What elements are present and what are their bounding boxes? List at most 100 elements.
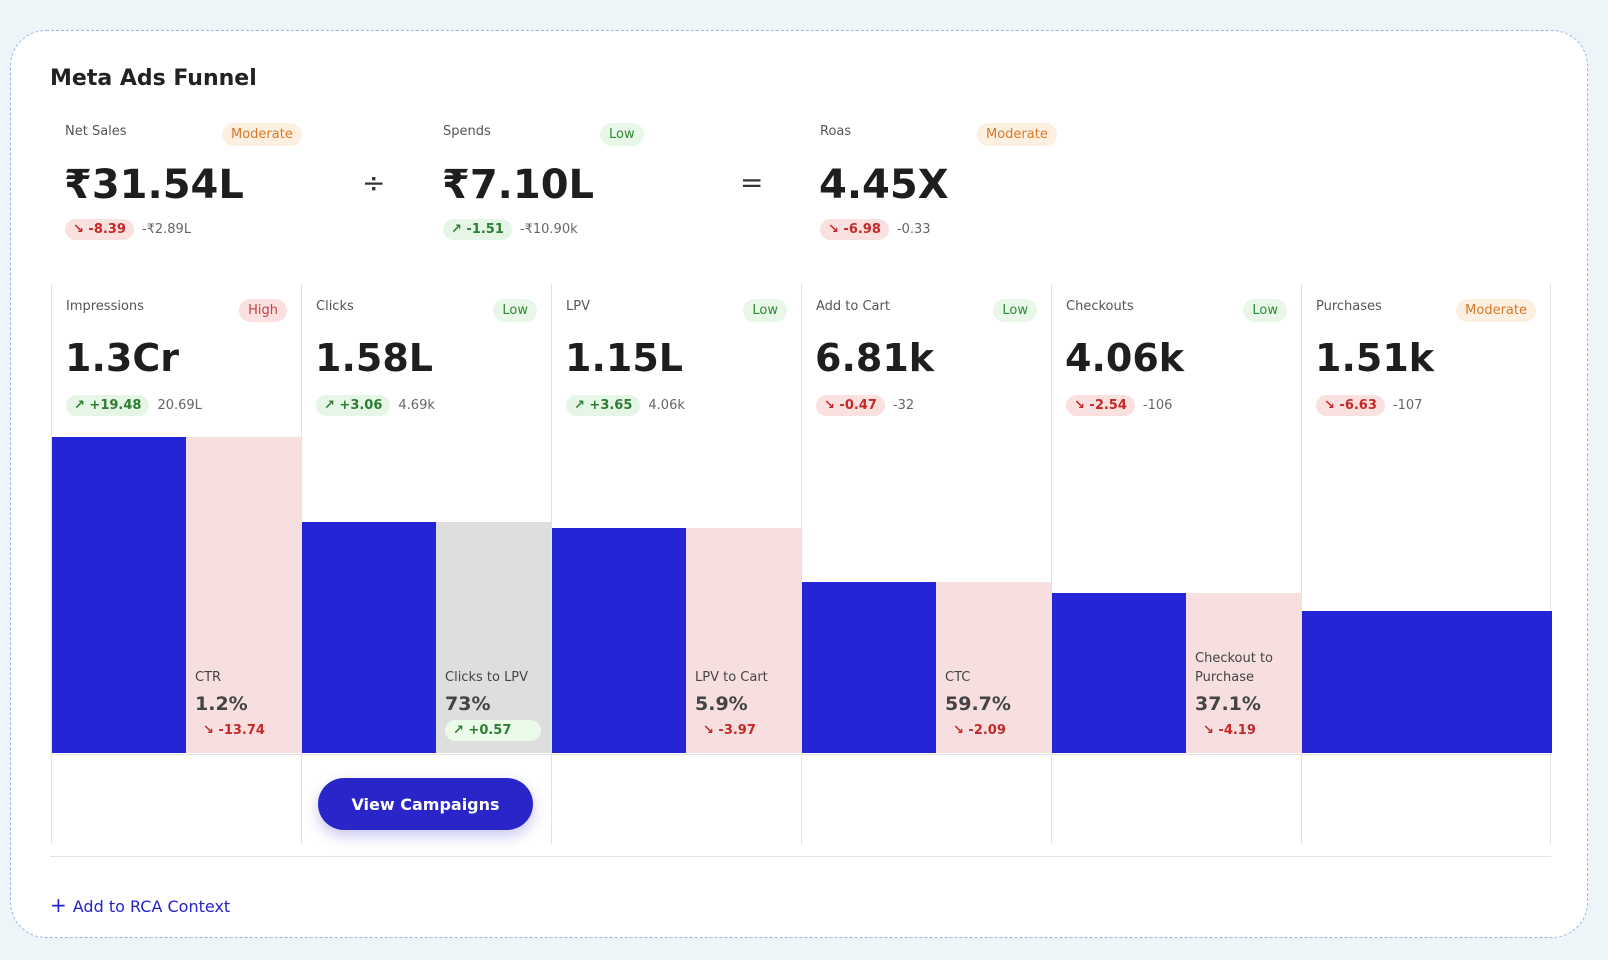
delta: 20.69L	[157, 398, 202, 413]
trend-icon: ↘	[953, 723, 969, 738]
status-badge: Low	[993, 299, 1037, 322]
ratio-label: LPV to Cart	[695, 670, 768, 685]
trend-icon: ↗	[451, 222, 467, 237]
funnel-column: Add to Cart Low 6.81k ↘ -0.47 -32 CTC 59.7% ↘ -…	[801, 284, 1051, 844]
change-value: -13.74	[218, 723, 265, 738]
operator: ÷	[362, 166, 386, 199]
change-row: ↗ +3.06 4.69k	[316, 394, 435, 416]
trend-icon: ↗	[74, 398, 90, 413]
change-chip: ↘ -0.47	[816, 395, 885, 416]
change-row: ↘ -6.63 -107	[1316, 394, 1422, 416]
change-value: -8.39	[88, 222, 126, 237]
ratio-value: 73%	[445, 693, 491, 715]
change-value: -3.97	[718, 723, 756, 738]
add-context[interactable]: + Add to RCA Context	[50, 893, 231, 917]
change-value: -2.09	[968, 723, 1006, 738]
metric-label: Spends	[443, 124, 491, 139]
funnel-column: Impressions High 1.3Cr ↗ +19.48 20.69L CTR 1.2…	[51, 284, 301, 844]
status-badge: Moderate	[977, 123, 1057, 146]
ratio-label: CTR	[195, 670, 222, 685]
bar-baseline	[1052, 754, 1301, 755]
ratio-text: CTC 59.7% ↘ -2.09	[945, 668, 1045, 741]
change-row: ↘ -8.39 -₹2.89L	[65, 218, 191, 240]
change-chip: ↘ -6.98	[820, 219, 889, 240]
ratio-label: Checkout to Purchase	[1195, 651, 1273, 685]
stage-label: Add to Cart	[816, 299, 890, 314]
change-chip: ↗ +19.48	[66, 395, 150, 416]
bar-baseline	[302, 754, 551, 755]
card-title: Meta Ads Funnel	[50, 66, 257, 91]
trend-icon: ↘	[73, 222, 89, 237]
delta: -0.33	[896, 222, 931, 237]
trend-icon: ↘	[203, 723, 219, 738]
view-campaigns-button[interactable]: View Campaigns	[318, 778, 533, 830]
change-chip: ↘ -4.19	[1195, 720, 1264, 741]
divider	[50, 856, 1551, 857]
ratio-text: CTR 1.2% ↘ -13.74	[195, 668, 295, 741]
ratio-value: 59.7%	[945, 693, 1011, 715]
bar-baseline	[802, 754, 1051, 755]
change-value: +3.06	[339, 398, 383, 413]
change-row: ↘ -2.54 -106	[1066, 394, 1172, 416]
status-badge: Low	[600, 123, 644, 146]
delta: 4.69k	[398, 398, 435, 413]
stage-label: Purchases	[1316, 299, 1382, 314]
ratio-text: Clicks to LPV 73% ↗ +0.57	[445, 668, 545, 741]
change-chip: ↘ -8.39	[65, 219, 134, 240]
change-value: -6.63	[1339, 398, 1377, 413]
delta: -32	[892, 398, 915, 413]
trend-icon: ↗	[574, 398, 590, 413]
stage-bar	[1302, 611, 1552, 753]
stage-bar	[52, 437, 186, 753]
delta: -₹10.90k	[519, 222, 578, 237]
status-badge: High	[239, 299, 287, 322]
status-badge: Low	[493, 299, 537, 322]
stage-label: Checkouts	[1066, 299, 1134, 314]
funnel-column: LPV Low 1.15L ↗ +3.65 4.06k LPV to Cart 5.9% ↘ …	[551, 284, 801, 844]
ratio-value: 5.9%	[695, 693, 748, 715]
change-chip: ↘ -3.97	[695, 720, 764, 741]
change-value: -1.51	[466, 222, 504, 237]
change-chip: ↗ +0.57	[445, 720, 541, 741]
change-row: ↗ +19.48 20.69L	[66, 394, 202, 416]
delta: 4.06k	[648, 398, 685, 413]
metric-label: Net Sales	[65, 124, 127, 139]
stage-bar	[552, 528, 686, 753]
ratio-value: 1.2%	[195, 693, 248, 715]
status-badge: Moderate	[1456, 299, 1536, 322]
bar-baseline	[52, 754, 301, 755]
stage-label: Impressions	[66, 299, 144, 314]
funnel-column: Purchases Moderate 1.51k ↘ -6.63 -107	[1301, 284, 1552, 844]
stage-value: 1.3Cr	[65, 336, 179, 380]
stage-value: 1.15L	[565, 336, 683, 380]
ratio-panel: CTC 59.7% ↘ -2.09	[936, 582, 1051, 753]
change-value: -6.98	[843, 222, 881, 237]
stage-value: 6.81k	[815, 336, 935, 380]
ratio-panel: Clicks to LPV 73% ↗ +0.57	[436, 522, 551, 753]
metric-value: ₹31.54L	[64, 162, 244, 208]
delta: -106	[1142, 398, 1173, 413]
metric-label: Roas	[820, 124, 852, 139]
status-badge: Low	[743, 299, 787, 322]
change-value: -2.54	[1089, 398, 1127, 413]
ratio-value: 37.1%	[1195, 693, 1261, 715]
funnel-column: Clicks Low 1.58L ↗ +3.06 4.69k Clicks to LPV 7…	[301, 284, 551, 844]
bar-baseline	[1302, 754, 1550, 755]
ratio-panel: LPV to Cart 5.9% ↘ -3.97	[686, 528, 801, 753]
ratio-text: Checkout to Purchase 37.1% ↘ -4.19	[1195, 649, 1295, 741]
ratio-panel: Checkout to Purchase 37.1% ↘ -4.19	[1186, 593, 1301, 753]
trend-icon: ↗	[453, 723, 469, 738]
ratio-label: CTC	[945, 670, 971, 685]
change-value: +3.65	[589, 398, 633, 413]
change-chip: ↗ -1.51	[443, 219, 512, 240]
trend-icon: ↘	[828, 222, 844, 237]
change-row: ↘ -6.98 -0.33	[820, 218, 931, 240]
stage-bar	[302, 522, 436, 753]
status-badge: Moderate	[222, 123, 302, 146]
operator: =	[740, 166, 764, 199]
trend-icon: ↘	[824, 398, 840, 413]
stage-value: 1.58L	[315, 336, 433, 380]
stage-label: LPV	[566, 299, 590, 314]
delta: -107	[1392, 398, 1423, 413]
